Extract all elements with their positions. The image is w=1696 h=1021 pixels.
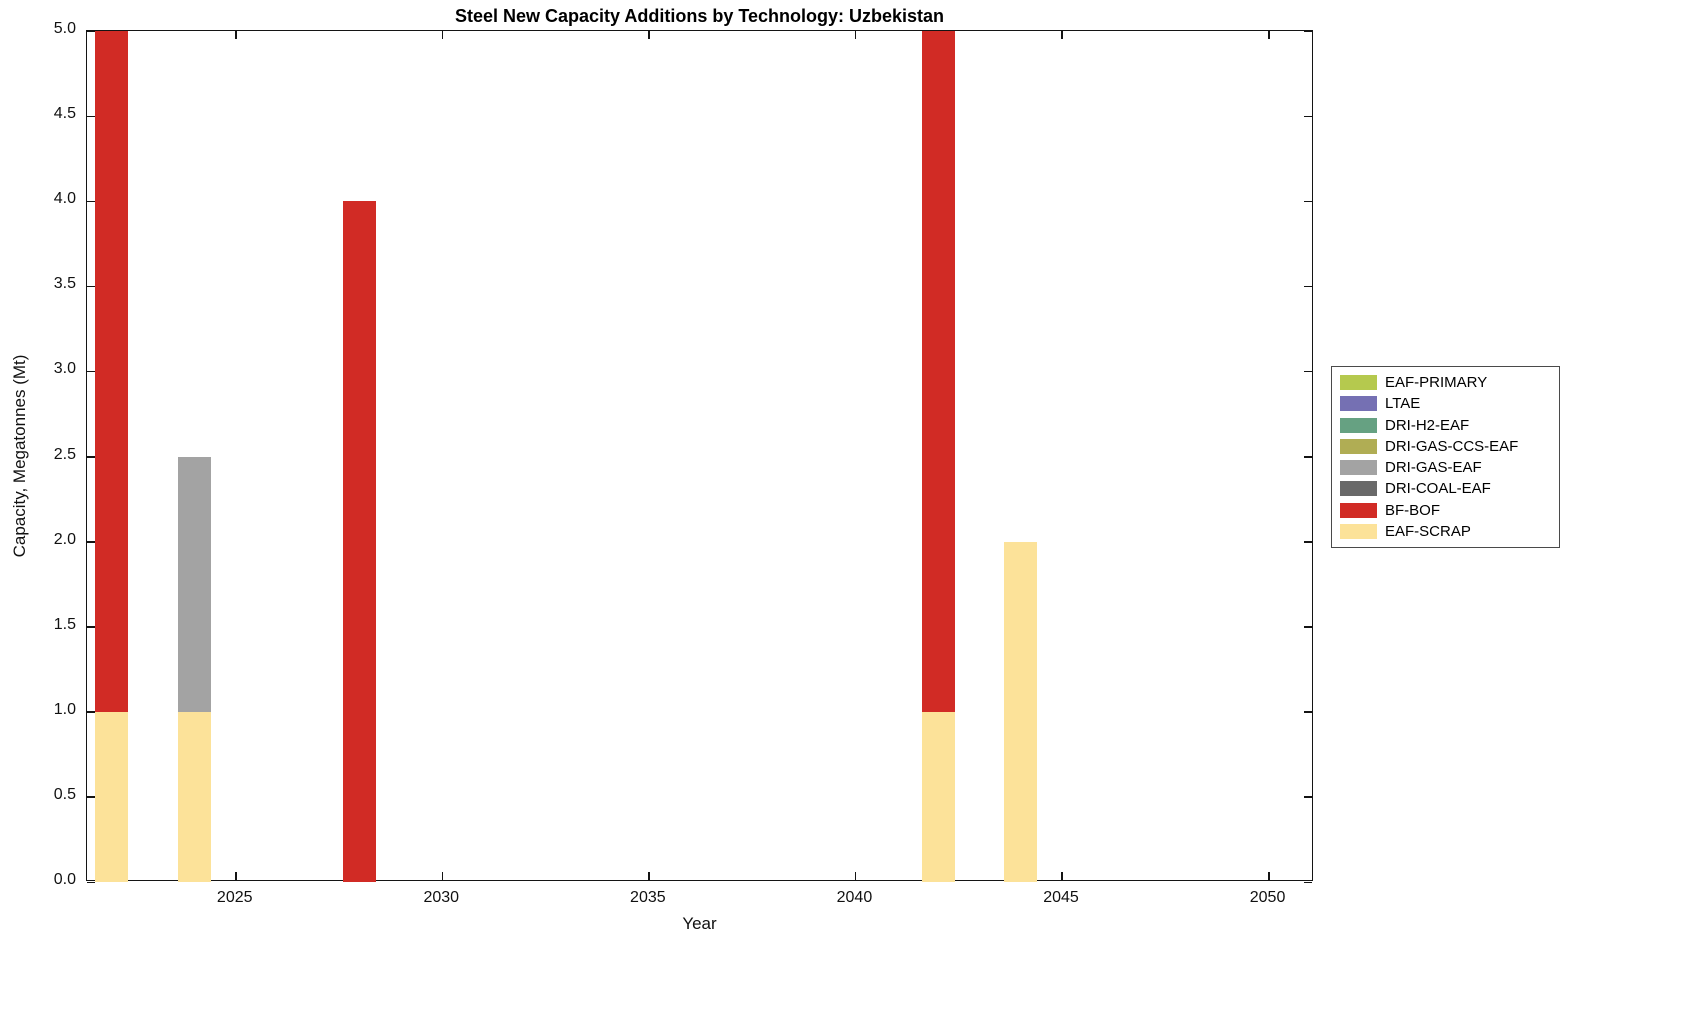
legend-item: DRI-GAS-CCS-EAF (1332, 438, 1559, 455)
y-tick-mark (87, 626, 95, 628)
legend-label: DRI-GAS-EAF (1385, 459, 1482, 477)
bar-segment-bf-bof (343, 201, 377, 882)
legend-item: LTAE (1332, 395, 1559, 412)
x-tick-mark (854, 872, 857, 880)
y-tick-mark (87, 285, 95, 288)
y-tick-mark (1304, 200, 1312, 203)
y-tick-mark (1304, 796, 1312, 798)
legend-swatch (1340, 438, 1377, 454)
y-tick-mark (87, 541, 95, 543)
x-tick-mark (648, 31, 650, 39)
y-tick-mark (87, 711, 95, 713)
y-tick-label: 2.0 (53, 530, 76, 548)
x-tick-label: 2040 (836, 889, 873, 906)
legend-label: DRI-COAL-EAF (1385, 480, 1491, 498)
x-tick-mark (1061, 31, 1063, 39)
bar-segment-eaf-scrap (177, 711, 211, 882)
legend-item: EAF-SCRAP (1332, 523, 1559, 540)
legend-label: DRI-H2-EAF (1385, 416, 1470, 434)
legend-item: DRI-COAL-EAF (1332, 480, 1559, 497)
x-tick-label: 2025 (216, 889, 253, 906)
legend-label: LTAE (1385, 395, 1421, 413)
legend-swatch (1340, 460, 1377, 476)
bar-segment-dri-gas-eaf (177, 456, 211, 712)
x-tick-label: 2035 (630, 889, 666, 906)
legend-swatch (1340, 481, 1377, 497)
y-tick-mark (1304, 285, 1312, 288)
y-tick-mark (87, 881, 95, 883)
y-tick-label: 5.0 (53, 20, 76, 37)
legend: EAF-PRIMARY LTAE DRI-H2-EAF DRI-GAS-CCS-EAF… (1331, 366, 1560, 548)
x-tick-mark (854, 31, 857, 39)
bar-segment-eaf-scrap (1004, 541, 1038, 882)
x-tick-mark (441, 872, 444, 880)
legend-label: DRI-GAS-CCS-EAF (1385, 437, 1519, 455)
y-tick-mark (87, 370, 95, 373)
y-tick-mark (1304, 370, 1312, 373)
legend-item: DRI-GAS-EAF (1332, 459, 1559, 476)
y-tick-label: 1.5 (53, 615, 76, 633)
y-tick-mark (87, 200, 95, 203)
legend-item: BF-BOF (1332, 502, 1559, 519)
y-tick-mark (87, 456, 95, 458)
bar-segment-bf-bof (921, 31, 955, 712)
y-tick-label: 0.0 (53, 871, 76, 888)
bar-segment-bf-bof (95, 31, 129, 712)
x-tick-mark (235, 31, 237, 39)
y-tick-mark (1304, 30, 1312, 32)
legend-swatch (1340, 523, 1377, 539)
bar-segment-eaf-scrap (921, 711, 955, 882)
legend-swatch (1340, 417, 1377, 433)
y-tick-mark (1304, 115, 1312, 118)
y-tick-mark (87, 115, 95, 118)
y-tick-mark (1304, 626, 1312, 628)
plot-area (86, 30, 1313, 883)
x-tick-label: 2050 (1249, 889, 1286, 906)
x-tick-mark (1268, 872, 1270, 880)
legend-swatch (1340, 375, 1377, 391)
x-axis-label: Year (682, 914, 717, 933)
y-tick-mark (1304, 541, 1312, 543)
x-tick-label: 2030 (423, 889, 460, 906)
legend-label: BF-BOF (1385, 501, 1440, 519)
x-tick-mark (235, 872, 237, 880)
legend-swatch (1340, 502, 1377, 518)
y-tick-label: 2.5 (53, 445, 76, 463)
x-tick-mark (1061, 872, 1063, 880)
y-tick-mark (1304, 456, 1312, 458)
y-tick-label: 0.5 (53, 785, 76, 803)
y-tick-mark (1304, 711, 1312, 713)
chart-title: Steel New Capacity Additions by Technolo… (454, 6, 945, 26)
y-tick-mark (87, 30, 95, 32)
y-tick-label: 4.5 (53, 105, 76, 123)
legend-item: EAF-PRIMARY (1332, 374, 1559, 391)
y-tick-label: 3.0 (53, 360, 76, 378)
y-tick-label: 4.0 (53, 190, 76, 208)
x-tick-mark (1268, 31, 1270, 39)
y-tick-mark (87, 796, 95, 798)
x-tick-label: 2045 (1043, 889, 1079, 906)
x-tick-mark (441, 31, 444, 39)
bar-segment-eaf-scrap (95, 711, 129, 882)
legend-label: EAF-PRIMARY (1385, 374, 1488, 392)
y-tick-mark (1304, 881, 1312, 883)
legend-swatch (1340, 396, 1377, 412)
legend-item: DRI-H2-EAF (1332, 417, 1559, 434)
y-tick-label: 1.0 (53, 700, 76, 718)
legend-label: EAF-SCRAP (1385, 522, 1471, 540)
y-tick-label: 3.5 (53, 275, 76, 293)
x-tick-mark (648, 872, 650, 880)
